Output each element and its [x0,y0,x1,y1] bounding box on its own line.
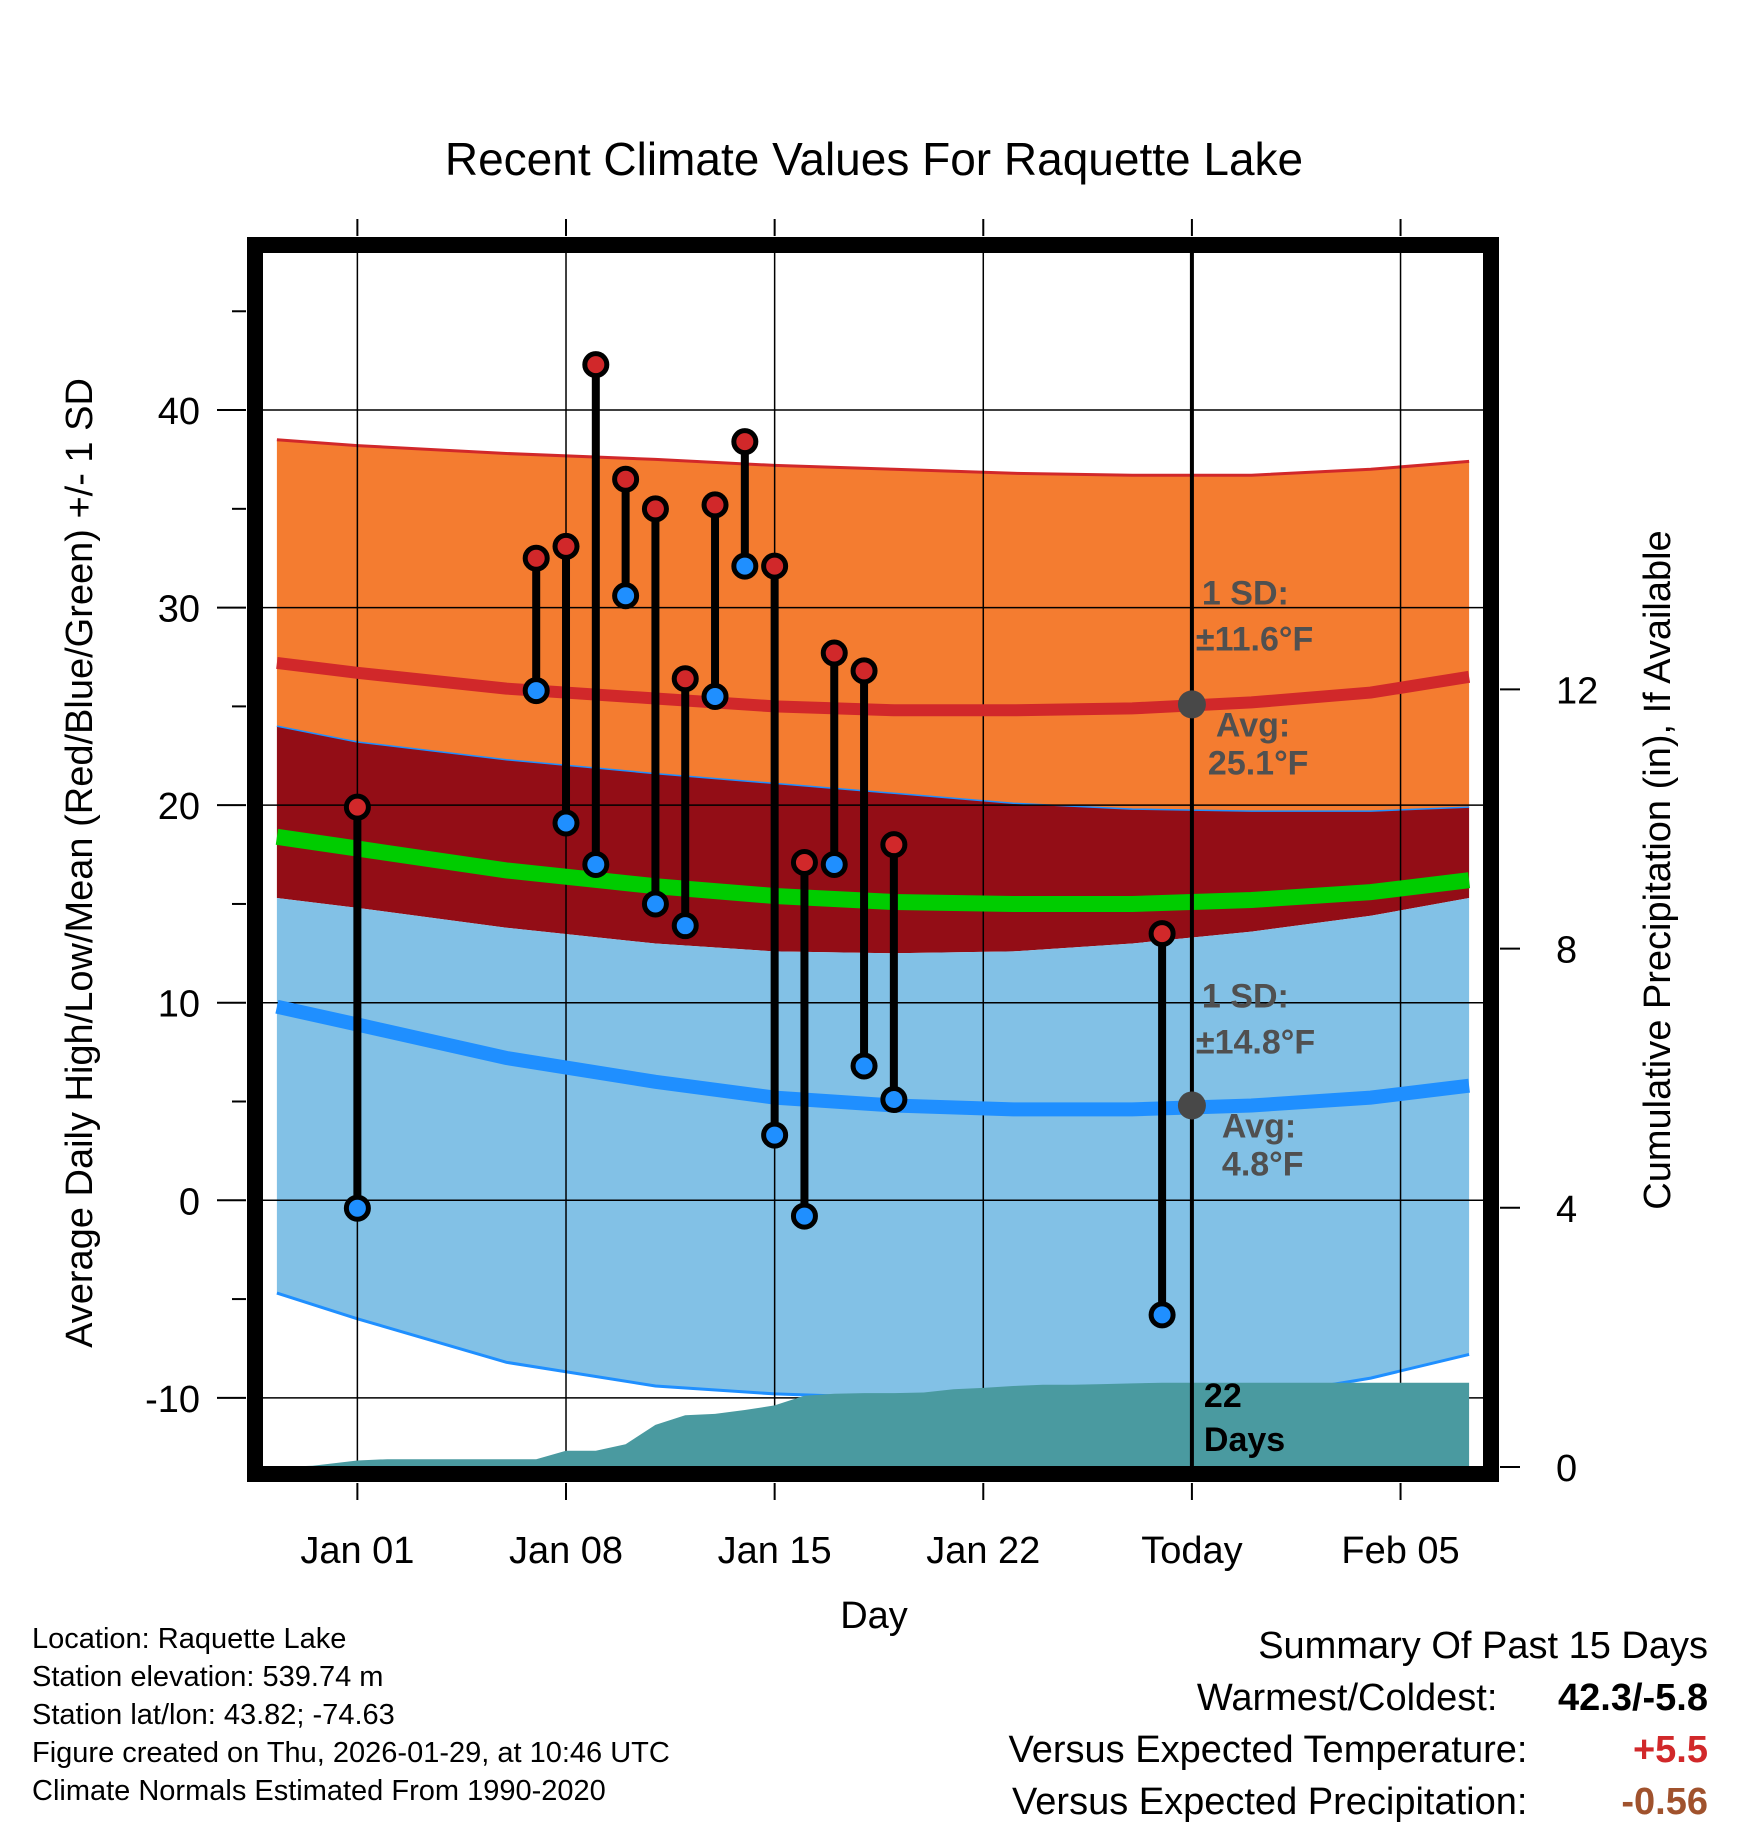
x-tick-label: Jan 22 [926,1530,1040,1572]
today-avg-low-marker [1177,1091,1206,1120]
observation-low-point [641,890,669,918]
y-tick-label-left: -10 [145,1379,200,1421]
observation-high-point [701,491,729,519]
observation-high-point [641,495,669,523]
warmest-label: Warmest/Coldest: [1196,1677,1498,1719]
chart-title: Recent Climate Values For Raquette Lake [445,133,1303,185]
summary-warmest-row: Warmest/Coldest: 42.3/-5.8 [1009,1672,1708,1724]
y-tick-label-right: 8 [1556,930,1577,972]
station-info: Location: Raquette Lake Station elevatio… [32,1620,670,1810]
observation-high-point [820,639,848,667]
x-tick-label: Today [1141,1530,1242,1572]
observation-low-point [731,552,759,580]
axes: Jan 01 Jan 08 Jan 15 Jan 22 Today Feb 05 -10 0 1… [145,219,1598,1572]
precip-value: -0.56 [1621,1781,1708,1823]
normal-high-line [276,656,1471,717]
info-created: Figure created on Thu, 2026-01-29, at 10… [32,1737,670,1769]
observation-low-point [343,1194,371,1222]
observation-high-point [761,552,789,580]
high-sd-lower-edge [276,725,1470,812]
y-axis-label-left: Average Daily High/Low/Mean (Red/Blue/Gr… [59,378,101,1348]
low-sd-label: 1 SD: [1202,977,1289,1015]
observation-low-point [850,1052,878,1080]
x-tick-label: Jan 01 [300,1530,414,1572]
observation-low-point [582,850,610,878]
high-sd-band [276,439,1470,812]
high-avg-value: 25.1°F [1208,744,1309,782]
observation-low-point [790,1202,818,1230]
plot-frame [247,237,1499,1482]
summary-precip-row: Versus Expected Precipitation: -0.56 [1009,1776,1708,1828]
observation-low-point [552,809,580,837]
y-tick-label-left: 20 [158,786,200,828]
info-latlon: Station lat/lon: 43.82; -74.63 [32,1699,395,1731]
y-tick-label-left: 30 [158,589,200,631]
info-elevation: Station elevation: 539.74 m [32,1661,384,1693]
observation-low-point [522,677,550,705]
warmest-value: 42.3/-5.8 [1558,1677,1708,1719]
high-sd-upper-edge [276,438,1470,477]
info-normals: Climate Normals Estimated From 1990-2020 [32,1775,606,1807]
x-axis-label: Day [840,1595,908,1637]
observation-high-point [582,351,610,379]
precip-days-label: Days [1204,1421,1285,1459]
observation-low-point [1148,1301,1176,1329]
precipitation-area [276,1382,1470,1467]
high-sd-value: ±11.6°F [1196,620,1313,658]
low-sd-value: ±14.8°F [1196,1023,1315,1061]
observation-high-point [850,657,878,685]
summary-title: Summary Of Past 15 Days [1258,1625,1708,1667]
x-tick-label: Jan 15 [718,1530,832,1572]
observation-high-point [790,848,818,876]
precip-days-number: 22 [1204,1377,1242,1415]
summary-temp-row: Versus Expected Temperature: +5.5 [1009,1724,1708,1776]
temp-value: +5.5 [1632,1729,1708,1771]
today-avg-high-marker [1177,690,1206,719]
y-axis-label-right: Cumulative Precipitation (in), If Availa… [1637,530,1679,1209]
observation-high-point [731,428,759,456]
observation-high-point [880,831,908,859]
observation-high-point [552,532,580,560]
observation-low-point [612,582,640,610]
info-location: Location: Raquette Lake [32,1623,347,1655]
summary-panel: Summary Of Past 15 Days Warmest/Coldest:… [1009,1620,1708,1828]
observation-low-point [671,912,699,940]
x-tick-label: Feb 05 [1341,1530,1459,1572]
observation-low-point [820,850,848,878]
observation-low-point [701,683,729,711]
observation-high-point [343,793,371,821]
high-avg-label: Avg: [1216,706,1290,744]
precip-label: Versus Expected Precipitation: [1012,1781,1528,1823]
y-tick-label-left: 0 [179,1181,200,1223]
observation-low-point [761,1121,789,1149]
high-sd-label: 1 SD: [1202,574,1289,612]
y-tick-label-right: 4 [1556,1189,1577,1231]
observation-high-point [612,465,640,493]
observation-high-point [671,665,699,693]
low-avg-label: Avg: [1222,1107,1296,1145]
x-tick-label: Jan 08 [509,1530,623,1572]
low-avg-value: 4.8°F [1222,1145,1304,1183]
y-tick-label-left: 10 [158,984,200,1026]
observation-high-point [1148,920,1176,948]
y-tick-label-left: 40 [158,391,200,433]
low-sd-band [276,898,1470,1402]
temp-label: Versus Expected Temperature: [1008,1729,1528,1771]
y-tick-label-right: 12 [1556,670,1598,712]
observation-high-point [522,544,550,572]
y-tick-label-right: 0 [1556,1448,1577,1490]
observation-low-point [880,1086,908,1114]
